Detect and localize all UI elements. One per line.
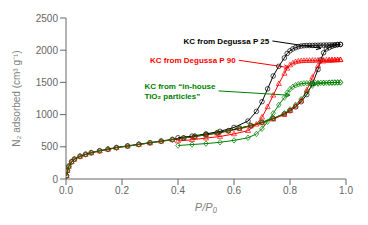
- svg-text:0.4: 0.4: [171, 185, 185, 196]
- svg-text:0: 0: [52, 174, 58, 185]
- svg-text:N₂ adsorbed (cm³ g⁻¹): N₂ adsorbed (cm³ g⁻¹): [11, 50, 22, 146]
- svg-text:500: 500: [41, 141, 58, 152]
- svg-text:2000: 2000: [36, 45, 59, 56]
- svg-text:P/P₀: P/P₀: [195, 201, 218, 213]
- svg-text:KC from “in-houseTiO₂ particle: KC from “in-houseTiO₂ particles”: [144, 82, 216, 101]
- svg-text:KC from Degussa P 25: KC from Degussa P 25: [184, 37, 270, 46]
- svg-text:1000: 1000: [36, 109, 59, 120]
- svg-text:1500: 1500: [36, 77, 59, 88]
- svg-text:0.8: 0.8: [283, 185, 297, 196]
- svg-text:0.2: 0.2: [115, 185, 129, 196]
- svg-text:2500: 2500: [36, 13, 59, 24]
- svg-text:1.0: 1.0: [339, 185, 353, 196]
- svg-text:0.0: 0.0: [59, 185, 73, 196]
- svg-text:0.6: 0.6: [227, 185, 241, 196]
- svg-text:KC from Degussa P 90: KC from Degussa P 90: [150, 56, 236, 65]
